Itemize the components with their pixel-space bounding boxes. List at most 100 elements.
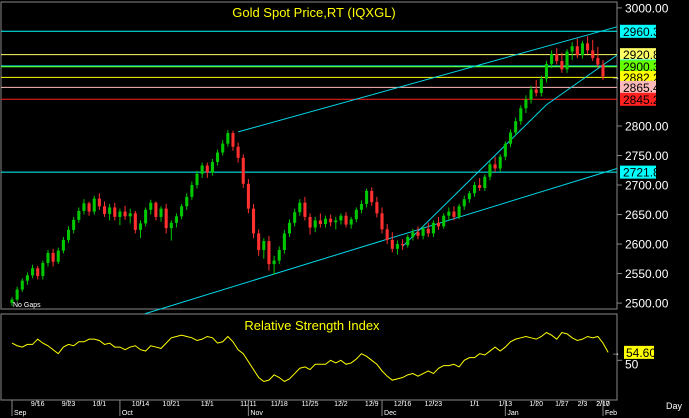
candle bbox=[498, 154, 502, 173]
last-price-arrow: → bbox=[611, 71, 620, 81]
candle-body bbox=[138, 223, 143, 230]
x-tick-label: 10/14 bbox=[132, 401, 150, 408]
candle bbox=[550, 50, 554, 69]
candle-body bbox=[102, 206, 107, 214]
candle bbox=[87, 201, 91, 216]
rsi-y-tick-label: 50 bbox=[625, 357, 639, 371]
candle bbox=[575, 38, 579, 59]
price-level-badge-bg bbox=[620, 48, 656, 62]
candle bbox=[102, 201, 107, 217]
x-tick-label: 9/23 bbox=[62, 401, 76, 408]
candle bbox=[508, 129, 513, 148]
candle bbox=[149, 199, 153, 215]
candle-body bbox=[133, 213, 137, 230]
price-level-value: 2865.42 bbox=[623, 81, 667, 95]
candle bbox=[452, 206, 456, 221]
candle-body bbox=[406, 236, 410, 246]
candle bbox=[236, 142, 240, 163]
y-tick-label: 2700.00 bbox=[625, 179, 669, 193]
trend-lines bbox=[144, 26, 618, 315]
month-label: Feb bbox=[605, 410, 617, 417]
price-chart-title: Gold Spot Price,RT (IQXGL) bbox=[232, 5, 396, 20]
candle-body bbox=[77, 210, 81, 220]
candle-body bbox=[591, 50, 595, 59]
x-tick-label: 12/16 bbox=[394, 401, 412, 408]
candle-body bbox=[437, 222, 441, 227]
candle bbox=[144, 207, 148, 227]
y-tick-label: 2550.00 bbox=[625, 267, 669, 281]
price-level-value: 2721.84 bbox=[623, 166, 667, 180]
candle-body bbox=[349, 219, 353, 225]
trend-line bbox=[546, 54, 618, 106]
candle-body bbox=[370, 190, 374, 203]
candle-body bbox=[601, 64, 605, 77]
candle-body bbox=[257, 233, 261, 250]
candle-body bbox=[15, 289, 19, 300]
candle-body bbox=[144, 209, 148, 224]
candle-body bbox=[467, 193, 471, 200]
y-tick-label: 2650.00 bbox=[625, 208, 669, 222]
candle-body bbox=[159, 208, 163, 217]
candle bbox=[15, 286, 19, 302]
candle bbox=[31, 264, 35, 279]
candle-series: → bbox=[10, 36, 620, 307]
candle-body bbox=[411, 232, 415, 237]
candle-body bbox=[226, 133, 230, 144]
candle bbox=[308, 213, 312, 235]
x-tick-label: 2/3 bbox=[578, 401, 588, 408]
candle-body bbox=[416, 232, 420, 236]
candle bbox=[246, 179, 250, 214]
price-level-lines bbox=[1, 30, 617, 173]
candle bbox=[503, 141, 507, 161]
candle-body bbox=[447, 211, 451, 216]
candle-body bbox=[123, 211, 127, 217]
price-level-badge-bg bbox=[620, 24, 656, 38]
x-tick-label: 11/1 bbox=[201, 401, 214, 408]
candle-body bbox=[544, 63, 549, 79]
candle-body bbox=[41, 262, 45, 276]
candle bbox=[354, 207, 358, 223]
candle-body bbox=[488, 164, 492, 177]
price-level-badge: 2721.84 bbox=[620, 165, 667, 180]
candle bbox=[375, 196, 379, 218]
price-level-value: 2845.21 bbox=[623, 93, 667, 107]
candle-body bbox=[534, 89, 538, 93]
candle bbox=[534, 79, 538, 97]
candle-body bbox=[503, 143, 507, 157]
trend-line bbox=[144, 168, 618, 315]
candle bbox=[92, 195, 96, 215]
candle-body bbox=[82, 203, 86, 211]
candle-body bbox=[46, 252, 50, 263]
candle-body bbox=[323, 218, 328, 224]
candle-body bbox=[550, 53, 554, 64]
candle bbox=[359, 200, 364, 214]
candle bbox=[365, 188, 369, 208]
candle-body bbox=[251, 208, 256, 234]
y-tick-label: 2800.00 bbox=[625, 119, 669, 133]
candle bbox=[169, 220, 173, 241]
candle-body bbox=[51, 252, 55, 262]
candle-body bbox=[277, 249, 281, 261]
no-gaps-note: No Gaps bbox=[13, 302, 41, 309]
candle-body bbox=[555, 53, 559, 62]
candle bbox=[334, 216, 338, 230]
candle bbox=[493, 156, 497, 173]
price-level-badge-bg bbox=[620, 70, 656, 84]
candle bbox=[555, 48, 559, 65]
price-level-badge-bg bbox=[620, 60, 656, 74]
candle-body bbox=[596, 58, 600, 65]
candle-body bbox=[586, 43, 590, 51]
candle-body bbox=[354, 209, 358, 220]
candle-body bbox=[390, 239, 394, 249]
trend-line bbox=[402, 104, 547, 247]
candle bbox=[231, 130, 235, 151]
candle bbox=[210, 159, 214, 176]
candle bbox=[586, 36, 590, 54]
candle bbox=[437, 216, 441, 230]
candle bbox=[416, 226, 420, 240]
candle bbox=[318, 213, 322, 228]
candle-body bbox=[431, 222, 435, 234]
